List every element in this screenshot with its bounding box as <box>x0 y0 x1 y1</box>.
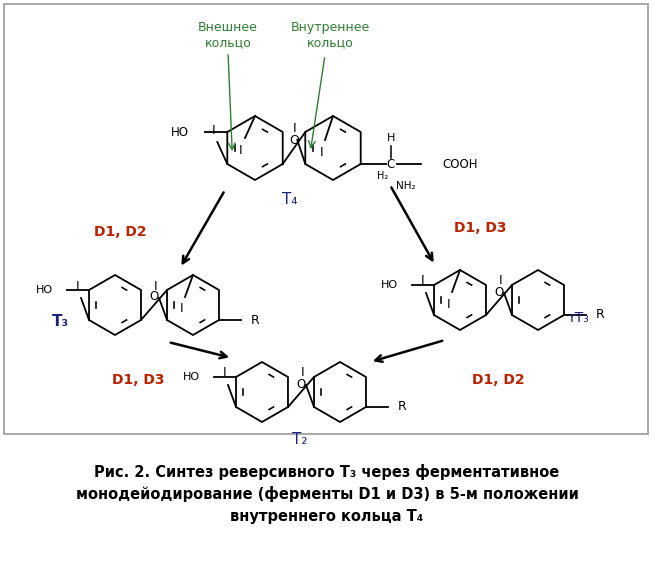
Text: R: R <box>398 401 407 414</box>
Text: I: I <box>447 298 451 310</box>
Text: R: R <box>251 314 260 327</box>
Text: HO: HO <box>171 125 189 139</box>
Text: HO: HO <box>183 372 200 382</box>
Text: D1, D3: D1, D3 <box>454 221 506 235</box>
Text: Рис. 2. Синтез реверсивного T₃ через ферментативное: Рис. 2. Синтез реверсивного T₃ через фер… <box>94 464 560 480</box>
Text: C: C <box>387 158 395 171</box>
Text: I: I <box>211 124 215 136</box>
Text: O: O <box>149 291 159 303</box>
Text: D1, D2: D1, D2 <box>472 373 525 387</box>
Text: T₃: T₃ <box>52 314 69 329</box>
Text: D1, D3: D1, D3 <box>112 373 164 387</box>
Text: I: I <box>154 280 158 292</box>
Text: I: I <box>292 121 296 135</box>
Text: R: R <box>596 309 605 321</box>
Text: HO: HO <box>381 280 398 290</box>
Text: H: H <box>387 133 395 143</box>
Bar <box>4 4 648 434</box>
Text: I: I <box>421 274 425 288</box>
Text: O: O <box>494 285 504 299</box>
Text: I: I <box>181 303 184 316</box>
Text: I: I <box>320 146 324 158</box>
Text: Внешнее
кольцо: Внешнее кольцо <box>198 21 258 49</box>
Text: NH₂: NH₂ <box>396 181 415 191</box>
Text: I: I <box>499 274 503 288</box>
Text: монодейодирование (ферменты D1 и D3) в 5-м положении: монодейодирование (ферменты D1 и D3) в 5… <box>76 486 578 502</box>
Text: O: O <box>289 133 299 147</box>
Text: H₂: H₂ <box>377 171 388 181</box>
Text: D1, D2: D1, D2 <box>94 225 146 239</box>
Text: T₄: T₄ <box>283 193 298 208</box>
Text: I: I <box>223 367 227 379</box>
Text: I: I <box>77 280 80 292</box>
Text: COOH: COOH <box>443 158 478 171</box>
Text: I: I <box>301 367 305 379</box>
Text: внутреннего кольца T₄: внутреннего кольца T₄ <box>230 509 424 524</box>
Text: rT₃: rT₃ <box>570 311 590 325</box>
Text: I: I <box>239 143 243 157</box>
Text: T₂: T₂ <box>292 433 308 448</box>
Text: O: O <box>296 378 305 390</box>
Text: Внутреннее
кольцо: Внутреннее кольцо <box>290 21 370 49</box>
Text: HO: HO <box>36 285 53 295</box>
